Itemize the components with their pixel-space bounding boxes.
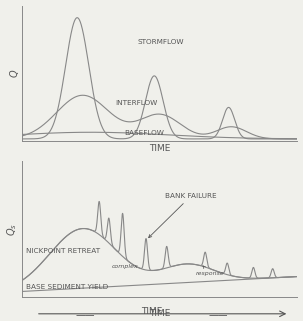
Y-axis label: Q: Q bbox=[9, 70, 19, 77]
Text: ——: —— bbox=[75, 310, 95, 320]
Text: response: response bbox=[195, 266, 224, 276]
Text: STORMFLOW: STORMFLOW bbox=[138, 39, 184, 45]
Text: TIME: TIME bbox=[141, 307, 162, 316]
Text: INTERFLOW: INTERFLOW bbox=[116, 100, 158, 106]
Text: BASEFLOW: BASEFLOW bbox=[124, 130, 164, 136]
Text: BASE SEDIMENT YIELD: BASE SEDIMENT YIELD bbox=[26, 284, 108, 290]
Text: BANK FAILURE: BANK FAILURE bbox=[149, 193, 217, 238]
Y-axis label: $Q_s$: $Q_s$ bbox=[5, 223, 19, 236]
Text: TIME: TIME bbox=[149, 309, 171, 318]
Text: NICKPOINT RETREAT: NICKPOINT RETREAT bbox=[26, 248, 100, 254]
Text: ——: —— bbox=[208, 310, 228, 320]
Text: complex: complex bbox=[112, 264, 138, 269]
X-axis label: TIME: TIME bbox=[149, 144, 171, 153]
